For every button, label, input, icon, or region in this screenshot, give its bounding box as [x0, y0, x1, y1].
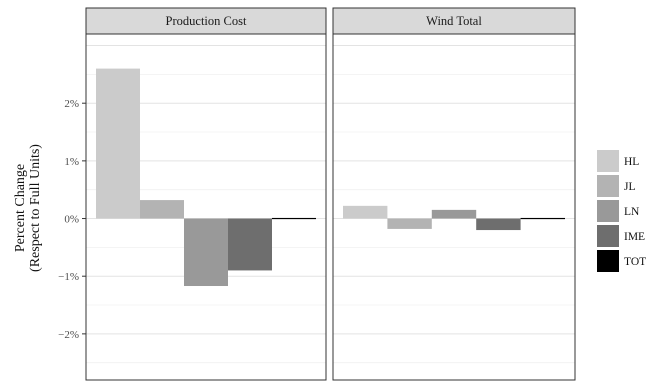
panel-title-production-cost: Production Cost	[166, 14, 247, 28]
legend-label-ln: LN	[624, 206, 640, 218]
panel-border-production-cost	[85, 33, 327, 381]
bar-jl-wind-total	[387, 218, 432, 229]
bar-hl-production-cost	[96, 68, 140, 219]
panel-production-cost: Production Cost	[85, 7, 327, 381]
legend-label-ime: IME	[624, 231, 645, 243]
legend-label-jl: JL	[624, 181, 636, 193]
panel-wind-total: Wind Total	[332, 7, 576, 381]
panel-title-wind-total: Wind Total	[426, 14, 482, 28]
y-tick-label: −1%	[58, 271, 79, 283]
bar-jl-production-cost	[140, 200, 184, 219]
bar-ime-production-cost	[228, 218, 272, 271]
y-axis-title-line1: Percent Change	[13, 164, 28, 252]
y-tick-label: 1%	[64, 156, 79, 168]
legend: HL JL LN IME TOT	[597, 150, 646, 272]
bar-ime-wind-total	[476, 218, 521, 231]
legend-swatch-hl	[597, 150, 619, 172]
bar-tot-wind-total	[520, 217, 565, 220]
panel-strip-production-cost	[85, 7, 327, 35]
legend-swatch-tot	[597, 250, 619, 272]
y-tick-label: 2%	[64, 98, 79, 110]
y-tick-label: 0%	[64, 214, 79, 226]
bar-hl-wind-total	[343, 205, 388, 219]
bar-tot-production-cost	[272, 217, 316, 220]
legend-label-tot: TOT	[624, 256, 646, 268]
bar-ln-production-cost	[184, 218, 228, 287]
y-tick-label: −2%	[58, 329, 79, 341]
legend-label-hl: HL	[624, 156, 639, 168]
y-axis-title-line2: (Respect to Full Units)	[28, 144, 43, 272]
panel-border-wind-total	[332, 33, 576, 381]
legend-swatch-ln	[597, 200, 619, 222]
legend-swatch-jl	[597, 175, 619, 197]
bar-ln-wind-total	[431, 209, 477, 219]
legend-swatch-ime	[597, 225, 619, 247]
